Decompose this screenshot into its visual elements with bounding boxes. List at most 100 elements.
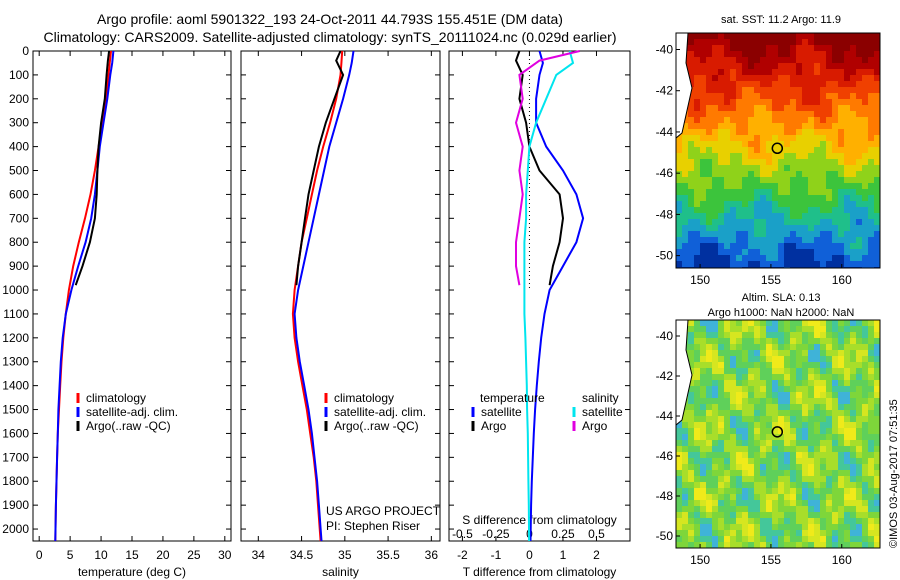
map-cell bbox=[724, 75, 731, 82]
map-cell bbox=[826, 129, 833, 136]
map-cell bbox=[820, 237, 827, 244]
map-cell bbox=[760, 93, 767, 100]
map-cell bbox=[874, 237, 881, 244]
map-cell bbox=[742, 356, 749, 363]
map-cell bbox=[790, 147, 797, 154]
map-cell bbox=[724, 476, 731, 483]
map-cell bbox=[790, 368, 797, 375]
map-cell bbox=[694, 231, 701, 238]
map-cell bbox=[748, 243, 755, 250]
map-cell bbox=[688, 171, 695, 178]
map-cell bbox=[712, 255, 719, 262]
map-cell bbox=[676, 542, 683, 549]
map-cell bbox=[688, 237, 695, 244]
map-cell bbox=[742, 380, 749, 387]
map-cell bbox=[754, 33, 761, 40]
map-cell bbox=[826, 374, 833, 381]
map-cell bbox=[748, 518, 755, 525]
map-cell bbox=[850, 386, 857, 393]
map-cell bbox=[802, 398, 809, 405]
map-cell bbox=[772, 255, 779, 262]
map-cell bbox=[868, 249, 875, 256]
map-cell bbox=[856, 117, 863, 124]
map-cell bbox=[862, 231, 869, 238]
map-cell bbox=[856, 195, 863, 202]
map-cell bbox=[790, 201, 797, 208]
map-cell bbox=[778, 219, 785, 226]
map-cell bbox=[778, 494, 785, 501]
map-cell bbox=[874, 75, 881, 82]
map-cell bbox=[802, 356, 809, 363]
map-cell bbox=[832, 536, 839, 543]
map-cell bbox=[700, 81, 707, 88]
map-cell bbox=[754, 69, 761, 76]
map-cell bbox=[676, 147, 683, 154]
map-cell bbox=[820, 470, 827, 477]
map-cell bbox=[718, 440, 725, 447]
map-cell bbox=[688, 506, 695, 513]
map-cell bbox=[784, 536, 791, 543]
map-cell bbox=[688, 446, 695, 453]
map-cell bbox=[844, 129, 851, 136]
map-cell bbox=[772, 153, 779, 160]
map-cell bbox=[790, 261, 797, 268]
map-cell bbox=[754, 422, 761, 429]
map-cell bbox=[742, 159, 749, 166]
map-cell bbox=[790, 470, 797, 477]
map-cell bbox=[748, 141, 755, 148]
map-cell bbox=[850, 195, 857, 202]
map-cell bbox=[712, 231, 719, 238]
map-cell bbox=[706, 129, 713, 136]
map-cell bbox=[796, 51, 803, 58]
map-cell bbox=[796, 45, 803, 52]
map-cell bbox=[718, 51, 725, 58]
map-cell bbox=[754, 374, 761, 381]
map-cell bbox=[838, 518, 845, 525]
map-cell bbox=[790, 512, 797, 519]
map-cell bbox=[694, 326, 701, 333]
map-cell bbox=[748, 506, 755, 513]
map-cell bbox=[838, 225, 845, 232]
map-cell bbox=[682, 243, 689, 250]
map-cell bbox=[874, 255, 881, 262]
map-cell bbox=[718, 171, 725, 178]
map-cell bbox=[820, 195, 827, 202]
map-cell bbox=[748, 123, 755, 130]
map-frame bbox=[675, 32, 881, 269]
map-cell bbox=[736, 524, 743, 531]
map-cell bbox=[838, 189, 845, 196]
map-cell bbox=[856, 105, 863, 112]
map-cell bbox=[718, 326, 725, 333]
map-cell bbox=[814, 440, 821, 447]
map-cell bbox=[862, 75, 869, 82]
map-cell bbox=[694, 159, 701, 166]
map-cell bbox=[706, 51, 713, 58]
map-cell bbox=[742, 344, 749, 351]
map-cell bbox=[712, 129, 719, 136]
map-cell bbox=[712, 237, 719, 244]
map-cell bbox=[826, 33, 833, 40]
map-cell bbox=[748, 153, 755, 160]
map-cell bbox=[724, 464, 731, 471]
map-cell bbox=[832, 326, 839, 333]
map-cell bbox=[766, 147, 773, 154]
y-tick-label: 1700 bbox=[2, 450, 29, 464]
map-cell bbox=[856, 33, 863, 40]
map-cell bbox=[772, 428, 779, 435]
map-cell bbox=[778, 458, 785, 465]
map-cell bbox=[796, 153, 803, 160]
map-cell bbox=[772, 470, 779, 477]
map-cell bbox=[814, 392, 821, 399]
map-cell bbox=[694, 446, 701, 453]
map-cell bbox=[730, 105, 737, 112]
map-cell bbox=[862, 189, 869, 196]
map-cell bbox=[802, 117, 809, 124]
y-tick-label: -40 bbox=[656, 329, 674, 343]
map-cell bbox=[736, 111, 743, 118]
map-cell bbox=[778, 344, 785, 351]
map-cell bbox=[814, 219, 821, 226]
map-cell bbox=[694, 392, 701, 399]
map-cell bbox=[868, 117, 875, 124]
map-cell bbox=[856, 422, 863, 429]
map-cell bbox=[814, 171, 821, 178]
